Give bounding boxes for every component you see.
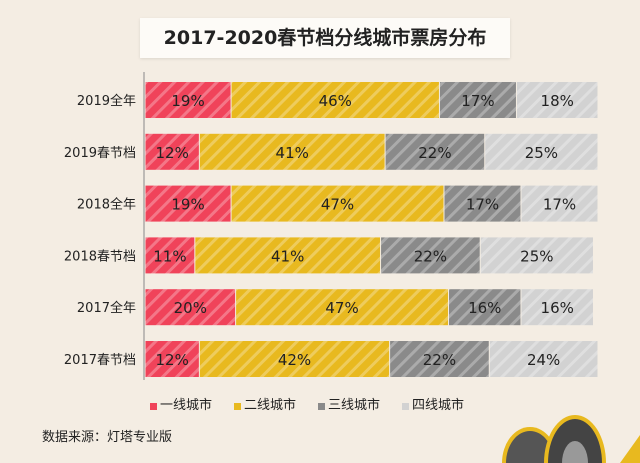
bar-segment <box>199 341 390 377</box>
legend-label: 二线城市 <box>244 398 297 413</box>
data-label: 22% <box>418 144 451 162</box>
bar-segment <box>485 133 598 170</box>
legend-swatch <box>402 402 410 410</box>
data-label: 25% <box>525 144 558 162</box>
bar-segment <box>385 133 485 170</box>
bar-segment <box>145 341 199 377</box>
bar-segment <box>145 185 231 222</box>
data-label: 41% <box>271 247 304 265</box>
legend-label: 四线城市 <box>412 398 465 413</box>
category-label: 2018春节档 <box>64 249 136 264</box>
category-label: 2019春节档 <box>64 146 136 161</box>
data-label: 22% <box>423 351 456 369</box>
data-label: 12% <box>156 144 189 162</box>
data-label: 46% <box>319 92 352 110</box>
legend: 一线城市 二线城市 三线城市 四线城市 <box>150 398 464 414</box>
bar-segment <box>439 82 516 118</box>
data-label: 17% <box>543 196 576 214</box>
data-label: 11% <box>153 247 186 265</box>
legend-item: 一线城市 <box>150 398 212 414</box>
legend-label: 一线城市 <box>160 398 213 413</box>
legend-item: 三线城市 <box>318 398 380 414</box>
category-label: 2018全年 <box>77 197 136 213</box>
data-label: 12% <box>156 351 189 369</box>
bar-segment <box>145 237 195 274</box>
bar-segment <box>145 289 236 326</box>
bar-segment <box>521 289 593 326</box>
data-label: 24% <box>527 351 560 369</box>
bar-segment <box>195 237 381 274</box>
bar-segment <box>444 185 521 222</box>
bar-segment <box>480 237 593 274</box>
bar-segment <box>231 185 444 222</box>
bar-segment <box>381 237 480 274</box>
data-label: 22% <box>414 247 447 265</box>
data-label: 47% <box>325 299 358 317</box>
bar-segment <box>231 82 439 118</box>
data-label: 18% <box>541 92 574 110</box>
legend-item: 四线城市 <box>402 398 464 414</box>
legend-item: 二线城市 <box>234 398 296 414</box>
bar-segment <box>145 82 231 118</box>
bar-segment <box>521 185 598 222</box>
category-label: 2017春节档 <box>64 353 136 368</box>
data-label: 16% <box>541 299 574 317</box>
bar-segment <box>449 289 521 326</box>
bar-segment <box>199 133 385 170</box>
data-label: 19% <box>171 196 204 214</box>
data-label: 41% <box>276 144 309 162</box>
legend-label: 三线城市 <box>328 398 381 413</box>
category-label: 2019全年 <box>77 93 136 109</box>
legend-swatch <box>318 402 326 410</box>
data-label: 17% <box>466 196 499 214</box>
film-reel-decoration-icon <box>502 415 640 463</box>
data-label: 42% <box>278 351 311 369</box>
data-label: 16% <box>468 299 501 317</box>
bar-segment <box>236 289 449 326</box>
chart-title: 2017-2020春节档分线城市票房分布 <box>140 18 510 58</box>
legend-swatch <box>234 402 242 410</box>
legend-swatch <box>150 402 157 410</box>
data-source: 数据来源：灯塔专业版 <box>42 430 173 445</box>
data-label: 17% <box>461 92 494 110</box>
category-label: 2017全年 <box>77 300 136 316</box>
bar-segment <box>390 341 489 377</box>
bar-segment <box>516 82 598 118</box>
data-label: 19% <box>171 92 204 110</box>
data-label: 25% <box>520 247 553 265</box>
data-label: 20% <box>174 299 207 317</box>
bar-segment <box>489 341 598 377</box>
data-label: 47% <box>321 196 354 214</box>
bar-segment <box>145 133 199 170</box>
